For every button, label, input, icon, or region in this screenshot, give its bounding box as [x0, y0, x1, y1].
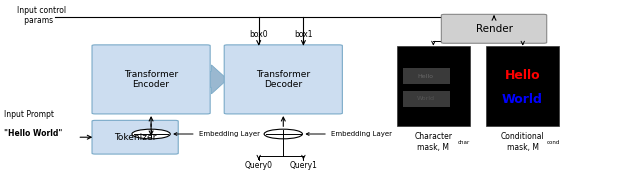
Text: Render: Render: [476, 24, 513, 34]
Text: Input Prompt: Input Prompt: [4, 110, 54, 119]
Text: Input control
   params: Input control params: [17, 5, 66, 25]
FancyBboxPatch shape: [92, 120, 178, 154]
Text: cond: cond: [547, 140, 561, 145]
Text: Transformer
Decoder: Transformer Decoder: [256, 70, 310, 89]
Bar: [403, 68, 451, 84]
Text: Hello: Hello: [417, 74, 433, 79]
Text: char: char: [458, 140, 470, 145]
Text: Tokenizer: Tokenizer: [114, 133, 156, 142]
Circle shape: [264, 129, 303, 139]
FancyBboxPatch shape: [442, 14, 547, 43]
Text: World: World: [502, 93, 543, 106]
Text: Transformer
Encoder: Transformer Encoder: [124, 70, 178, 89]
Text: Query0: Query0: [244, 161, 273, 170]
Text: box1: box1: [294, 30, 313, 39]
Text: Character
mask, M: Character mask, M: [414, 132, 452, 152]
Text: Embedding Layer: Embedding Layer: [199, 131, 260, 137]
Text: Conditional
mask, M: Conditional mask, M: [501, 132, 545, 152]
FancyBboxPatch shape: [224, 45, 342, 114]
Bar: [486, 46, 559, 126]
Text: Query1: Query1: [289, 161, 317, 170]
Text: box0: box0: [250, 30, 268, 39]
Polygon shape: [207, 65, 227, 94]
FancyBboxPatch shape: [92, 45, 210, 114]
Text: World: World: [417, 96, 435, 101]
Text: "Hello World": "Hello World": [4, 129, 62, 138]
Text: Embedding Layer: Embedding Layer: [331, 131, 392, 137]
Bar: [403, 91, 451, 107]
Circle shape: [132, 129, 170, 139]
Bar: [397, 46, 470, 126]
Text: Hello: Hello: [504, 69, 540, 82]
